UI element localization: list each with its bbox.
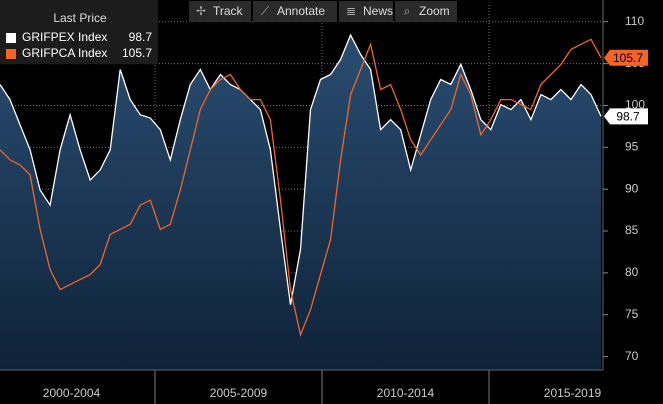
- last-value-label: 98.7: [616, 110, 640, 124]
- x-axis-band: [0, 370, 663, 404]
- toolbar-label: Annotate: [277, 4, 325, 18]
- legend-name: GRIFPCA Index: [22, 46, 107, 60]
- toolbar-icon: ≣: [346, 4, 356, 18]
- legend-value: 105.7: [122, 46, 152, 60]
- legend-box: [0, 0, 158, 64]
- y-tick-label: 70: [625, 349, 639, 363]
- y-tick-label: 110: [625, 14, 644, 28]
- legend-value: 98.7: [129, 30, 153, 44]
- toolbar-label: News: [363, 4, 393, 18]
- last-value-label: 105.7: [613, 51, 643, 65]
- y-tick-label: 90: [625, 181, 639, 195]
- x-period-label: 2000-2004: [43, 386, 101, 400]
- legend-title: Last Price: [53, 11, 107, 25]
- toolbar-button[interactable]: [253, 1, 337, 22]
- legend-swatch: [6, 33, 16, 43]
- x-period-label: 2010-2014: [377, 386, 435, 400]
- y-tick-label: 95: [625, 139, 639, 153]
- toolbar-button[interactable]: [189, 1, 251, 22]
- y-tick-label: 100: [625, 98, 645, 112]
- toolbar: ✢ Track ⟋ Annotate ≣ News ⌕ Zoom: [189, 1, 457, 22]
- legend-name: GRIFPEX Index: [22, 30, 107, 44]
- last-value-tag: [604, 49, 648, 66]
- x-period-label: 2005-2009: [210, 386, 268, 400]
- line: [0, 33, 602, 305]
- last-value-tag: [604, 108, 648, 125]
- y-tick-label: 75: [625, 307, 639, 321]
- toolbar-icon: ⌕: [404, 4, 411, 18]
- toolbar-icon: ⟋: [261, 4, 270, 18]
- toolbar-icon: ✢: [196, 4, 206, 18]
- y-tick-label: 80: [625, 265, 639, 279]
- x-period-label: 2015-2019: [544, 386, 602, 400]
- toolbar-label: Track: [213, 4, 244, 18]
- toolbar-label: Zoom: [419, 4, 450, 18]
- y-tick-label: 85: [625, 223, 639, 237]
- toolbar-button[interactable]: [339, 1, 393, 22]
- legend-swatch: [6, 49, 16, 59]
- toolbar-button[interactable]: [395, 1, 457, 22]
- area: [0, 35, 601, 370]
- line: [0, 38, 602, 338]
